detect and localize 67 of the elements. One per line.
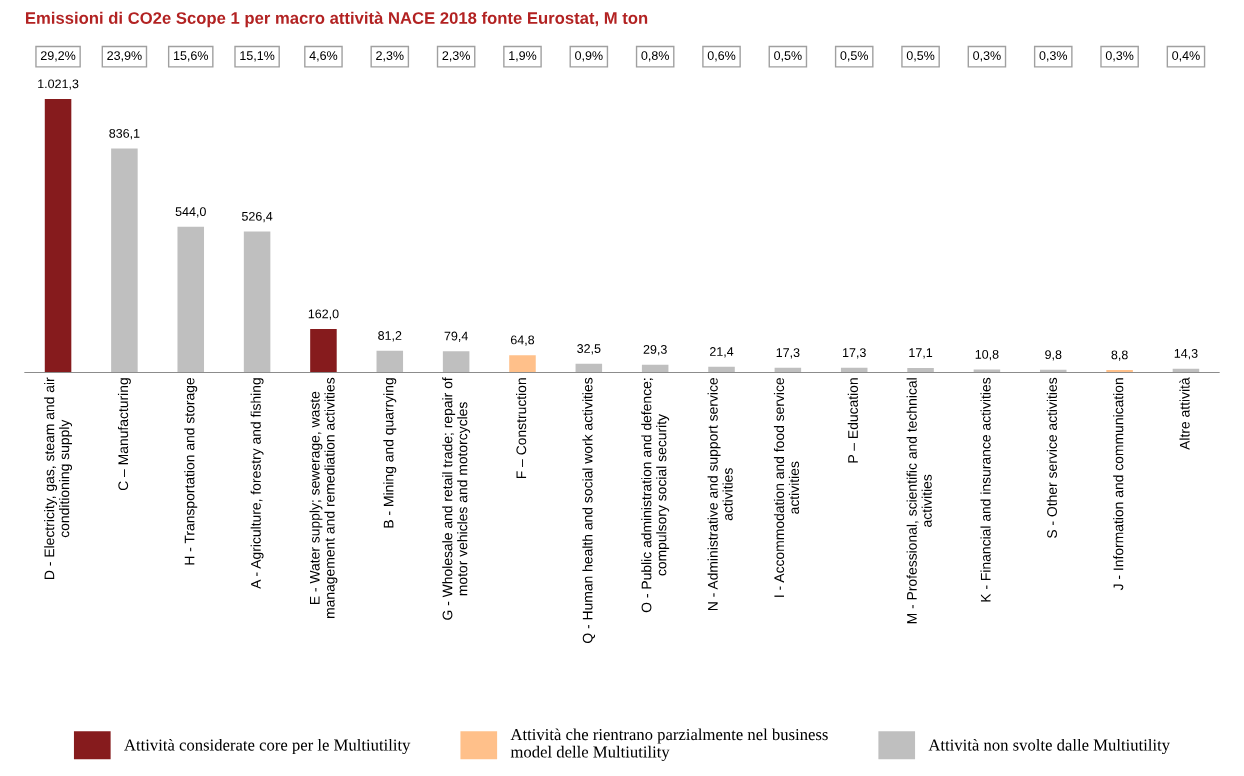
bar [111, 148, 138, 373]
x-tick-label: K - Financial and insurance activities [980, 377, 991, 602]
bar [243, 231, 271, 373]
bar [44, 99, 72, 373]
legend-label: Attività che rientrano parzialmente nel business model delle Multiutility [510, 728, 828, 761]
text: 15,6% [173, 51, 209, 62]
legend-label: Attività considerate core per le Multiutility [124, 738, 411, 755]
x-tick-label: N - Administrative and support service activities [707, 377, 733, 611]
x-tick-label: E - Water supply; sewerage, waste management and remediation activities [309, 377, 338, 619]
text: 0,5% [906, 51, 935, 62]
x-tick-label: B - Mining and quarrying [383, 378, 397, 528]
x-tick-label: A - Agriculture, forestry and fishing [250, 378, 264, 589]
x-tick-label: G - Wholesale and retail trade; repair of motor vehicles and motorcycles [442, 377, 471, 620]
data-label: 526,4 [241, 211, 273, 223]
bar [442, 351, 470, 373]
x-tick-label: D - Electricity, gas, steam and air conditioning supply [44, 377, 73, 579]
data-label: 10,8 [975, 349, 999, 361]
bar [509, 355, 536, 373]
text: 0,3% [1105, 51, 1134, 62]
bar [376, 350, 404, 373]
x-tick-label: P – Education [847, 378, 858, 463]
text: 0,3% [973, 51, 1001, 62]
text: 4,6% [309, 51, 338, 62]
x-tick-label: F – Construction [516, 378, 527, 479]
data-label: 17,3 [776, 348, 800, 359]
data-label: 544,0 [175, 207, 206, 218]
text: 0,8% [641, 51, 669, 62]
data-label: 29,3 [643, 344, 667, 356]
text: 15,1% [240, 51, 275, 62]
x-tick-label: I - Accommodation and food service activities [773, 377, 800, 597]
data-label: 14,3 [1174, 349, 1198, 360]
data-label: 162,0 [308, 309, 339, 320]
chart-title: Emissioni di CO2e Scope 1 per macro attività NACE 2018 fonte Eurostat, M ton [25, 11, 648, 28]
x-tick-label: S - Other service activities [1046, 377, 1057, 539]
x-tick-label: C – Manufacturing [117, 378, 131, 491]
x-tick-label: Q - Human health and social work activities [582, 377, 596, 643]
text: 0,9% [575, 51, 603, 62]
text: 2,3% [442, 51, 470, 62]
data-label: 17,3 [843, 348, 866, 359]
text: 23,9% [107, 51, 142, 62]
x-tick-label: J - Information and communication [1113, 378, 1124, 591]
bar [575, 363, 603, 373]
text: 0,4% [1172, 51, 1200, 62]
bar [177, 226, 205, 373]
data-label: 81,2 [378, 331, 402, 342]
data-label: 32,5 [577, 344, 601, 355]
data-label: 8,8 [1111, 350, 1128, 361]
legend-label: Attività non svolte dalle Multiutility [928, 738, 1170, 755]
data-label: 79,4 [444, 331, 468, 342]
data-label: 21,4 [709, 347, 734, 358]
x-tick-label: M - Professional, scientific and technical activities [906, 378, 932, 624]
bar [310, 329, 337, 373]
data-label: 64,8 [510, 335, 535, 346]
x-tick-label: O - Public administration and defence; compulsory social security [641, 378, 670, 613]
data-label: 17,1 [909, 348, 933, 359]
text: 29,2% [40, 51, 76, 62]
data-label: 1.021,3 [38, 79, 79, 90]
text: 1,9% [509, 51, 537, 62]
text: 2,3% [376, 51, 404, 62]
text: 0,5% [840, 51, 869, 62]
x-tick-label: Altre attività [1179, 377, 1190, 450]
text: 0,6% [707, 51, 736, 62]
x-tick-label: H - Transportation and storage [184, 377, 198, 565]
text: 0,5% [774, 51, 802, 62]
data-label: 836,1 [109, 128, 140, 140]
data-label: 9,8 [1045, 350, 1062, 361]
text: 0,3% [1039, 51, 1068, 62]
